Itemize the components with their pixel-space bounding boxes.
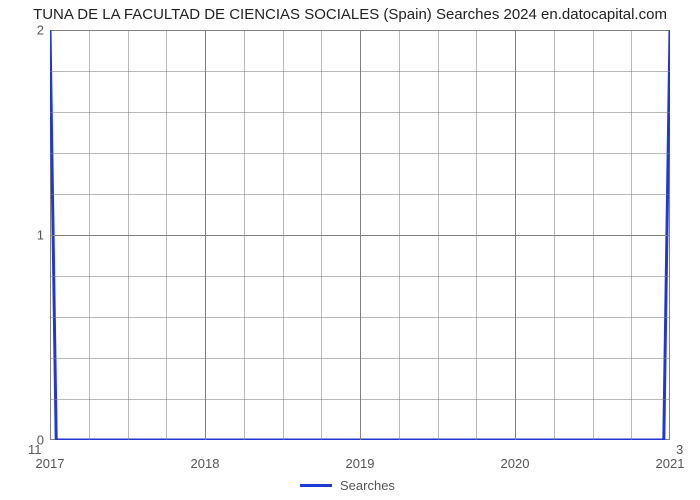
chart-title: TUNA DE LA FACULTAD DE CIENCIAS SOCIALES… [0,6,700,23]
chart-container: TUNA DE LA FACULTAD DE CIENCIAS SOCIALES… [0,0,700,500]
plot-area [50,30,670,440]
minor-gridline-horizontal [50,358,670,359]
x-axis-label: 2019 [346,456,375,471]
minor-gridline-horizontal [50,399,670,400]
legend-swatch [300,484,332,487]
corner-label-bottom-left: 11 [28,442,42,457]
x-axis-label: 2020 [501,456,530,471]
x-axis-label: 2017 [36,456,65,471]
gridline-horizontal [50,235,670,236]
minor-gridline-horizontal [50,317,670,318]
minor-gridline-horizontal [50,276,670,277]
legend: Searches [300,478,395,493]
minor-gridline-horizontal [50,194,670,195]
minor-gridline-horizontal [50,112,670,113]
y-axis-label: 1 [28,228,44,243]
corner-label-bottom-right: 3 [676,442,683,457]
minor-gridline-horizontal [50,71,670,72]
minor-gridline-horizontal [50,153,670,154]
legend-label: Searches [340,478,395,493]
x-axis-label: 2018 [191,456,220,471]
y-axis-label: 2 [28,23,44,38]
x-axis-label: 2021 [656,456,685,471]
